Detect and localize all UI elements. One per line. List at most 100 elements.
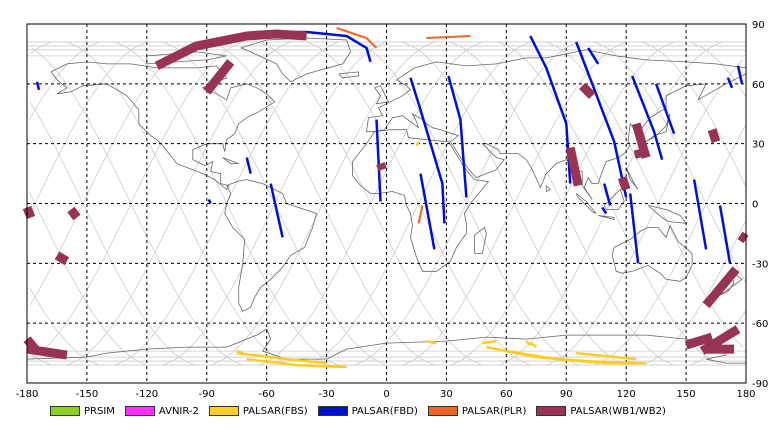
legend-label: PALSAR(WB1/WB2) (570, 405, 666, 417)
grid (27, 24, 746, 383)
y-axis-ticks: 90 60 30 0 -30 -60 -90 (752, 20, 768, 390)
swath-palsar-fbs (506, 349, 647, 365)
legend-item-avnir-2: AVNIR-2 (124, 406, 199, 417)
swath-palsar-plr (336, 27, 378, 49)
orbit-track-line (594, 125, 746, 366)
swath-palsar-fbd (718, 205, 732, 264)
x-tick-label: 180 (736, 389, 755, 400)
x-tick-label: 0 (383, 389, 389, 400)
swath-palsar-fbd (736, 65, 744, 85)
swath-palsar-wb1-wb2 (707, 128, 721, 144)
swath-palsar-wb1-wb2 (631, 122, 651, 159)
swath-palsar-wb1-wb2 (154, 29, 307, 70)
legend-label: PRSIM (84, 405, 115, 417)
swath-palsar-wb1-wb2 (54, 251, 70, 266)
legend-swatch (50, 406, 80, 416)
orbit-track-line (690, 41, 746, 97)
orbit-track-line (546, 59, 743, 366)
x-tick-label: -120 (135, 389, 158, 400)
orbit-track-line (546, 41, 743, 348)
orbit-track-line (28, 191, 147, 366)
y-tick-label: 60 (752, 80, 765, 91)
x-tick-label: -180 (16, 389, 39, 400)
swath-palsar-plr (426, 35, 471, 39)
legend: PRSIM AVNIR-2 PALSAR(FBS) PALSAR(FBD) PALSAR… (50, 402, 666, 420)
swaths (22, 27, 749, 369)
swath-palsar-wb1-wb2 (565, 146, 583, 187)
swath-palsar-fbd (35, 81, 41, 91)
y-tick-label: -30 (752, 259, 768, 270)
x-tick-label: 90 (560, 389, 573, 400)
x-axis-ticks: -180 -150 -120 -90 -60 -30 0 30 60 90 120 150 180 (16, 389, 756, 400)
y-tick-label: 90 (752, 20, 765, 31)
swath-palsar-wb1-wb2 (579, 82, 596, 99)
legend-label: PALSAR(FBD) (351, 405, 418, 417)
coastline-path (224, 179, 318, 312)
swath-palsar-wb1-wb2 (203, 59, 235, 95)
orbit-track-line (31, 41, 243, 360)
y-tick-label: 30 (752, 140, 765, 151)
swath-palsar-fbs (529, 342, 537, 349)
coastline-path (611, 224, 693, 282)
map-frame (26, 23, 747, 384)
coastline-path (603, 188, 625, 210)
x-tick-label: 30 (440, 389, 453, 400)
swath-palsar-wb1-wb2 (702, 266, 740, 309)
legend-item-palsar-fbd: PALSAR(FBD) (317, 405, 418, 417)
swath-palsar-fbs (525, 340, 532, 346)
orbit-track-line (29, 41, 195, 306)
swath-palsar-fbd (628, 193, 640, 264)
swath-palsar-fbs (482, 339, 497, 345)
coastline-path (50, 61, 276, 191)
coastline-path (222, 157, 239, 165)
swath-palsar-fbs (576, 351, 637, 361)
swath-palsar-fbd (602, 183, 612, 206)
swath-palsar-fbs (236, 349, 244, 355)
coastline-path (545, 185, 551, 193)
x-tick-label: 120 (617, 389, 636, 400)
legend-swatch (208, 406, 239, 416)
swath-palsar-fbd (692, 179, 708, 250)
swath-palsar-wb1-wb2 (737, 231, 749, 244)
legend-item-palsar-fbs: PALSAR(FBS) (208, 406, 308, 417)
orbit-track-line (594, 41, 746, 282)
coastline-path (625, 167, 639, 190)
swath-palsar-fbd (375, 119, 382, 202)
swath-palsar-wb1-wb2 (22, 205, 36, 220)
swath-palsar-plr (417, 205, 424, 224)
coastline-path (473, 226, 487, 254)
swath-palsar-fbd (587, 47, 600, 65)
coastline-path (366, 49, 747, 200)
legend-item-prsim: PRSIM (50, 406, 115, 417)
swath-palsar-fbd (245, 157, 252, 174)
swath-palsar-wb1-wb2 (26, 344, 68, 360)
swath-palsar-fbs (236, 351, 327, 365)
x-tick-label: -90 (199, 389, 215, 400)
swath-palsar-fbs (415, 141, 420, 147)
swath-palsar-fbs (426, 339, 437, 345)
swath-palsar-fbd (207, 198, 212, 205)
swath-palsar-fbd (654, 83, 676, 135)
swath-palsar-fbd (409, 77, 446, 224)
orbit-track-line (642, 41, 746, 186)
coastlines (26, 37, 747, 364)
x-tick-label: 150 (677, 389, 696, 400)
swath-palsar-fbd (601, 206, 608, 215)
coastline-path (146, 51, 227, 65)
legend-swatch (536, 406, 567, 416)
swath-palsar-wb1-wb2 (684, 332, 714, 350)
coastline-path (338, 71, 359, 79)
swath-palsar-wb1-wb2 (67, 206, 81, 221)
orbit-track-line (28, 41, 147, 216)
orbit-track-line (29, 101, 195, 366)
y-tick-label: -60 (752, 319, 768, 330)
swath-palsar-fbd (419, 173, 436, 250)
legend-label: PALSAR(PLR) (461, 405, 527, 417)
coastline-path (598, 215, 615, 221)
orbit-track-line (29, 41, 99, 120)
swath-palsar-wb1-wb2 (376, 162, 387, 172)
legend-item-palsar-plr: PALSAR(PLR) (427, 405, 527, 417)
x-tick-label: -30 (318, 389, 334, 400)
orbit-track-line (29, 41, 51, 55)
